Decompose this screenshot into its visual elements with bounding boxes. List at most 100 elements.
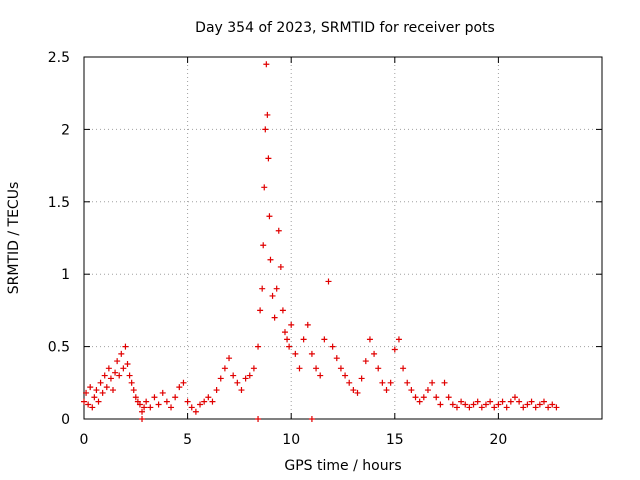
data-point	[136, 401, 143, 408]
data-point	[495, 401, 502, 408]
data-point	[441, 379, 448, 386]
data-point	[209, 398, 216, 405]
data-point	[118, 350, 125, 357]
data-point	[532, 404, 539, 411]
data-point	[255, 343, 262, 350]
data-point	[260, 242, 267, 249]
data-point	[350, 387, 357, 394]
data-point	[395, 336, 402, 343]
data-point	[337, 365, 344, 372]
data-point	[192, 408, 199, 415]
data-point	[281, 329, 288, 336]
data-point	[308, 350, 315, 357]
data-point	[269, 292, 276, 299]
data-point	[478, 404, 485, 411]
x-tick-label: 10	[282, 432, 300, 448]
data-point	[449, 401, 456, 408]
data-point	[507, 398, 514, 405]
data-point	[107, 375, 114, 382]
data-point	[277, 263, 284, 270]
data-point	[197, 401, 204, 408]
data-point	[412, 394, 419, 401]
data-point	[250, 365, 257, 372]
x-tick-label: 0	[80, 432, 89, 448]
data-point	[536, 401, 543, 408]
data-point	[362, 358, 369, 365]
data-point	[180, 379, 187, 386]
data-point	[528, 398, 535, 405]
plot-frame	[83, 56, 603, 420]
data-point	[286, 343, 293, 350]
data-point	[540, 398, 547, 405]
data-point	[217, 375, 224, 382]
data-point	[424, 387, 431, 394]
chart-title: Day 354 of 2023, SRMTID for receiver pot…	[195, 20, 495, 36]
data-point	[95, 398, 102, 405]
data-point	[433, 394, 440, 401]
data-point	[265, 155, 272, 162]
data-point	[408, 387, 415, 394]
y-tick-label: 0.5	[48, 340, 70, 356]
data-point	[503, 404, 510, 411]
data-point	[375, 365, 382, 372]
data-point	[97, 379, 104, 386]
data-point	[383, 387, 390, 394]
data-point	[387, 379, 394, 386]
data-point	[213, 387, 220, 394]
data-point	[122, 343, 129, 350]
data-point	[163, 398, 170, 405]
data-point	[85, 401, 92, 408]
data-point	[458, 398, 465, 405]
data-point	[470, 401, 477, 408]
data-point	[114, 358, 121, 365]
y-tick-label: 1	[61, 267, 70, 283]
data-point	[292, 350, 299, 357]
axis-ticks: 0 5 10 15 20 0 0.5 1 1.5 2 2.5	[48, 50, 602, 448]
data-point	[93, 387, 100, 394]
data-point	[400, 365, 407, 372]
data-point	[366, 336, 373, 343]
data-point	[379, 379, 386, 386]
data-point	[284, 336, 291, 343]
data-point	[83, 389, 90, 396]
data-point	[246, 372, 253, 379]
data-point	[308, 416, 315, 422]
data-point	[230, 372, 237, 379]
data-point	[333, 355, 340, 362]
data-point	[553, 404, 560, 411]
data-point	[255, 416, 262, 422]
data-point	[120, 365, 127, 372]
data-point	[482, 401, 489, 408]
data-point	[188, 404, 195, 411]
data-point	[132, 394, 139, 401]
y-tick-label: 1.5	[48, 195, 70, 211]
data-point	[524, 401, 531, 408]
data-point	[273, 285, 280, 292]
data-point	[87, 384, 94, 391]
data-point	[128, 379, 135, 386]
grid	[84, 57, 602, 419]
data-point	[296, 365, 303, 372]
data-point	[346, 379, 353, 386]
data-point	[271, 314, 278, 321]
y-tick-label: 2.5	[48, 50, 70, 66]
data-point	[520, 404, 527, 411]
data-point	[391, 346, 398, 353]
data-point	[89, 404, 96, 411]
data-point	[300, 336, 307, 343]
data-point	[313, 365, 320, 372]
data-point	[242, 375, 249, 382]
data-point	[184, 398, 191, 405]
data-point	[172, 394, 179, 401]
data-point	[420, 394, 427, 401]
data-point	[221, 365, 228, 372]
data-point	[462, 401, 469, 408]
y-axis-label: SRMTID / TECUs	[6, 182, 22, 295]
data-point	[516, 398, 523, 405]
data-point	[266, 213, 273, 220]
data-point	[116, 372, 123, 379]
data-point	[155, 401, 162, 408]
data-point	[487, 398, 494, 405]
data-point	[105, 365, 112, 372]
